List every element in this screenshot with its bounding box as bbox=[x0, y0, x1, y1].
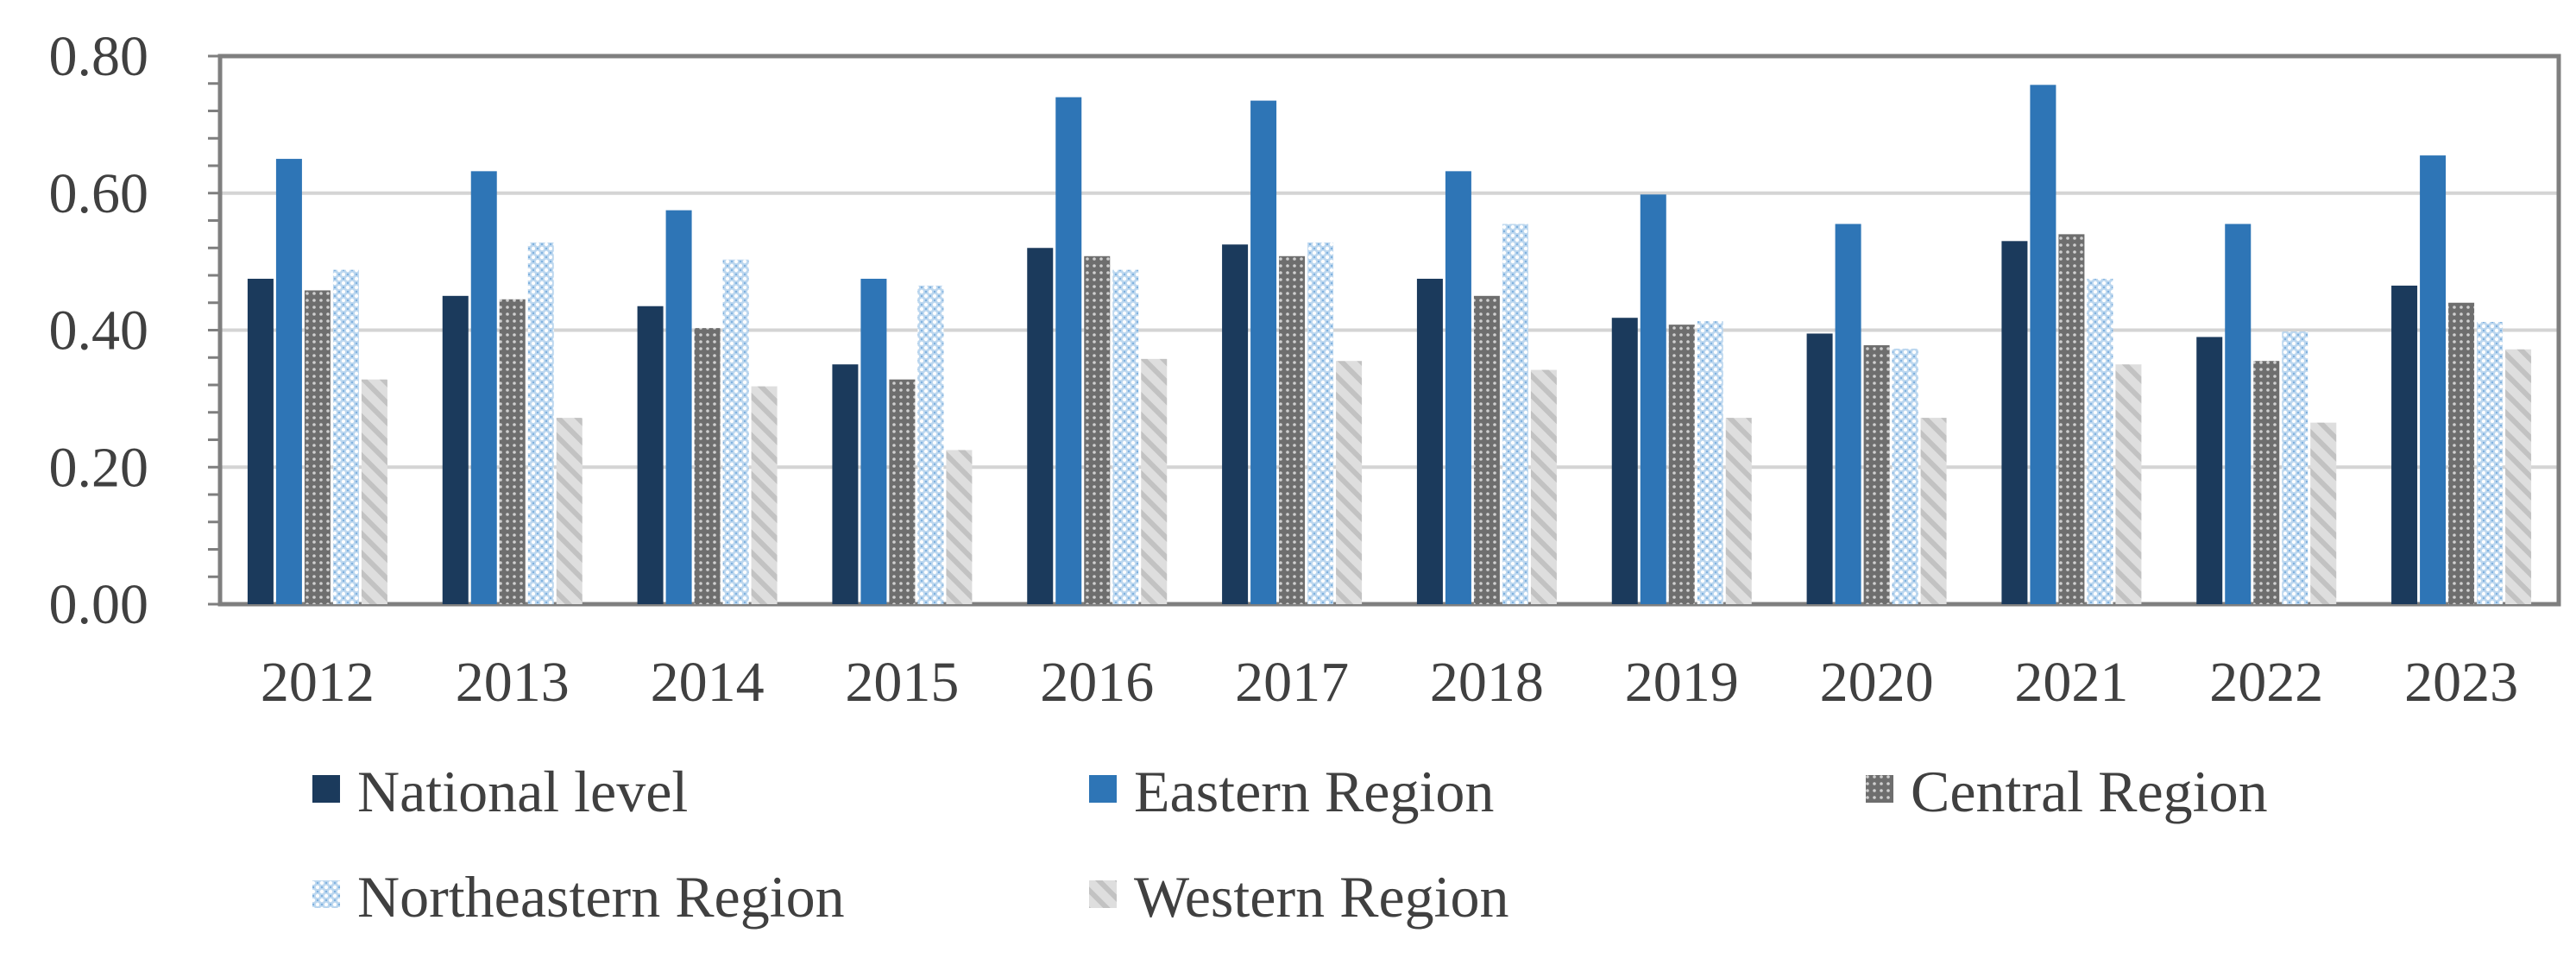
x-tick-label: 2013 bbox=[456, 651, 570, 714]
bar bbox=[442, 295, 469, 604]
bar bbox=[275, 159, 302, 604]
bar bbox=[1222, 244, 1249, 604]
y-tick-label: 0.00 bbox=[49, 573, 149, 636]
bar bbox=[2196, 337, 2223, 604]
legend-label: Western Region bbox=[1134, 864, 1509, 930]
legend-swatch bbox=[1866, 775, 1893, 803]
bar bbox=[1250, 100, 1277, 604]
bar bbox=[1473, 295, 1500, 604]
bar bbox=[665, 210, 692, 604]
legend-swatch bbox=[312, 775, 340, 803]
legend-label: Northeastern Region bbox=[357, 864, 845, 930]
bar bbox=[1668, 325, 1695, 604]
bar bbox=[1055, 97, 1082, 604]
legend-swatch bbox=[1089, 775, 1117, 803]
bar bbox=[832, 364, 859, 604]
bar bbox=[470, 171, 497, 604]
bar bbox=[1027, 248, 1054, 604]
bar bbox=[751, 386, 778, 604]
y-tick-label: 0.40 bbox=[49, 299, 149, 363]
bar bbox=[1445, 171, 1471, 604]
bar bbox=[247, 278, 274, 604]
x-tick-label: 2021 bbox=[2014, 651, 2128, 714]
legend-swatch bbox=[312, 880, 340, 908]
x-tick-label: 2020 bbox=[1820, 651, 1934, 714]
bar bbox=[1835, 224, 1861, 604]
bar bbox=[1640, 194, 1666, 604]
bar bbox=[2001, 241, 2028, 604]
tick-labels: 0.00 0.20 0.40 0.60 0.80 2012 2013 2014 2015 2016… bbox=[49, 25, 2519, 714]
bar bbox=[1084, 255, 1111, 604]
bar bbox=[1336, 361, 1363, 604]
bar bbox=[889, 379, 916, 604]
x-tick-label: 2017 bbox=[1235, 651, 1349, 714]
bar bbox=[1920, 418, 1947, 604]
bar bbox=[2282, 331, 2308, 604]
x-tick-label: 2014 bbox=[651, 651, 765, 714]
bar bbox=[1416, 278, 1443, 604]
bar bbox=[1141, 358, 1168, 604]
bar bbox=[2225, 224, 2252, 604]
legend-label: Central Region bbox=[1911, 759, 2268, 824]
bar bbox=[2030, 85, 2056, 604]
bar bbox=[694, 328, 721, 604]
legend-swatch bbox=[1089, 880, 1117, 908]
legend-label: National level bbox=[357, 759, 688, 824]
bar bbox=[1307, 242, 1334, 604]
x-tick-label: 2016 bbox=[1040, 651, 1154, 714]
bar bbox=[1611, 318, 1638, 604]
bar bbox=[1806, 333, 1833, 604]
bar bbox=[2477, 321, 2504, 604]
bar bbox=[1279, 255, 1306, 604]
bar bbox=[2058, 234, 2085, 604]
x-tick-label: 2012 bbox=[261, 651, 375, 714]
bar bbox=[722, 259, 749, 604]
bar bbox=[860, 278, 887, 604]
x-tick-label: 2015 bbox=[845, 651, 959, 714]
bar bbox=[1892, 348, 1918, 604]
y-tick-label: 0.80 bbox=[49, 25, 149, 88]
bar bbox=[556, 418, 583, 604]
y-tick-label: 0.20 bbox=[49, 436, 149, 499]
bar bbox=[946, 450, 973, 604]
bar bbox=[332, 269, 359, 604]
bar bbox=[917, 285, 944, 604]
bar bbox=[2310, 422, 2337, 604]
bar bbox=[2391, 285, 2418, 604]
bars bbox=[247, 85, 2532, 604]
x-tick-label: 2018 bbox=[1430, 651, 1544, 714]
bar bbox=[2448, 302, 2475, 604]
bar bbox=[1863, 344, 1890, 604]
bar bbox=[2253, 361, 2280, 604]
bar bbox=[1502, 224, 1528, 604]
bar bbox=[2087, 278, 2113, 604]
bar bbox=[1697, 321, 1723, 604]
bar bbox=[2505, 349, 2532, 604]
bar bbox=[1530, 369, 1557, 604]
bar bbox=[527, 242, 554, 604]
axes bbox=[208, 54, 2561, 607]
bar bbox=[304, 290, 331, 604]
bar bbox=[1112, 269, 1139, 604]
bar bbox=[2115, 364, 2142, 604]
legend: National level Eastern Region Central Regi… bbox=[312, 759, 2268, 930]
bar bbox=[637, 306, 664, 604]
y-tick-label: 0.60 bbox=[49, 162, 149, 225]
bar bbox=[1725, 418, 1752, 604]
x-tick-label: 2019 bbox=[1625, 651, 1739, 714]
bar bbox=[499, 299, 526, 604]
x-tick-label: 2022 bbox=[2209, 651, 2323, 714]
legend-label: Eastern Region bbox=[1134, 759, 1494, 824]
plot-border bbox=[217, 54, 2561, 607]
bar bbox=[361, 379, 387, 604]
x-tick-label: 2023 bbox=[2404, 651, 2518, 714]
bar bbox=[2420, 155, 2447, 604]
